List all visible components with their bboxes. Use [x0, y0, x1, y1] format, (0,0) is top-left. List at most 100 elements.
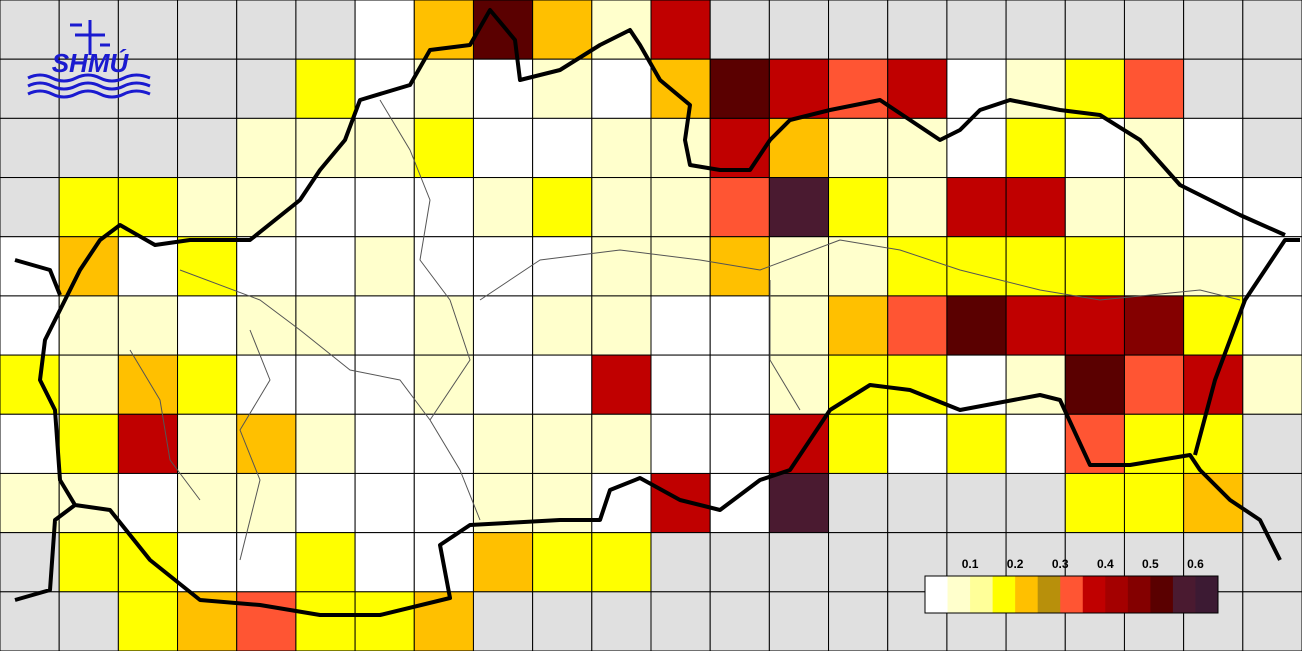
cell: [236, 472, 297, 534]
empty-cell: [1005, 472, 1066, 534]
cell: [650, 472, 711, 534]
empty-cell: [887, 0, 948, 60]
empty-cell: [709, 532, 770, 593]
cell: [768, 295, 830, 356]
cell: [591, 295, 652, 356]
cell: [236, 236, 297, 297]
cell: [1183, 177, 1244, 238]
cell: [1005, 413, 1066, 474]
cell: [532, 177, 593, 238]
empty-cell: [1005, 0, 1066, 60]
legend-swatch: [925, 576, 949, 613]
empty-cell: [1242, 591, 1302, 651]
cell: [532, 117, 593, 179]
cell: [1005, 117, 1066, 179]
cell: [117, 236, 179, 297]
cell: [472, 532, 534, 593]
cell: [117, 413, 179, 474]
logo: SHMÚ: [27, 20, 151, 99]
empty-cell: [177, 117, 238, 179]
legend: 0.1 0.2 0.3 0.4 0.5 0.6: [924, 557, 1219, 614]
empty-cell: [768, 0, 830, 60]
empty-cell: [295, 0, 356, 60]
cell: [532, 354, 593, 415]
empty-cell: [1064, 0, 1125, 60]
empty-cell: [887, 472, 948, 534]
cell: [768, 117, 830, 179]
cell: [532, 236, 593, 297]
cell: [413, 472, 474, 534]
legend-tick-label: 0.4: [1097, 557, 1114, 571]
cell: [768, 58, 830, 119]
cell: [413, 236, 474, 297]
cell: [58, 532, 119, 593]
legend-swatch: [947, 576, 971, 613]
cell: [354, 591, 415, 651]
cell: [354, 413, 415, 474]
cell: [1064, 236, 1125, 297]
logo-text: SHMÚ: [52, 48, 130, 78]
cell: [828, 236, 889, 297]
cell: [177, 354, 238, 415]
cell: [117, 177, 179, 238]
empty-cell: [1242, 472, 1302, 534]
legend-swatch: [1082, 576, 1106, 613]
legend-swatch: [1015, 576, 1039, 613]
cell: [1064, 117, 1125, 179]
empty-cell: [0, 177, 60, 238]
empty-cell: [177, 0, 238, 60]
cell: [236, 532, 297, 593]
cell: [472, 0, 534, 60]
empty-cell: [0, 58, 60, 119]
cell: [236, 413, 297, 474]
cell: [0, 236, 60, 297]
cell: [1064, 295, 1125, 356]
empty-cell: [946, 472, 1007, 534]
cell: [591, 58, 652, 119]
cell: [1005, 354, 1066, 415]
empty-cell: [1242, 0, 1302, 60]
cell: [236, 295, 297, 356]
cell: [1123, 177, 1185, 238]
empty-cell: [0, 117, 60, 179]
cell: [117, 591, 179, 651]
empty-cell: [709, 591, 770, 651]
cell: [650, 0, 711, 60]
cell: [354, 117, 415, 179]
cell: [236, 591, 297, 651]
cell: [354, 354, 415, 415]
cell: [887, 413, 948, 474]
cell: [591, 177, 652, 238]
cell: [354, 472, 415, 534]
cell: [295, 532, 356, 593]
cell: [650, 177, 711, 238]
cell: [828, 177, 889, 238]
cell: [709, 472, 770, 534]
cell: [177, 236, 238, 297]
cell: [532, 295, 593, 356]
empty-cell: [946, 0, 1007, 60]
cell: [1183, 413, 1244, 474]
cell: [946, 58, 1007, 119]
empty-cell: [650, 591, 711, 651]
cell: [591, 117, 652, 179]
cell: [58, 472, 119, 534]
cell: [887, 117, 948, 179]
cell: [532, 472, 593, 534]
cell: [946, 236, 1007, 297]
empty-cell: [117, 117, 179, 179]
cell: [413, 0, 474, 60]
legend-tick-label: 0.6: [1187, 557, 1204, 571]
cell: [413, 177, 474, 238]
cell: [768, 177, 830, 238]
cell: [1242, 295, 1302, 356]
legend-swatch: [992, 576, 1016, 613]
empty-cell: [0, 0, 60, 60]
cell: [1123, 117, 1185, 179]
cell: [413, 117, 474, 179]
empty-cell: [532, 591, 593, 651]
cell: [1064, 472, 1125, 534]
cell: [117, 532, 179, 593]
empty-cell: [1183, 0, 1244, 60]
